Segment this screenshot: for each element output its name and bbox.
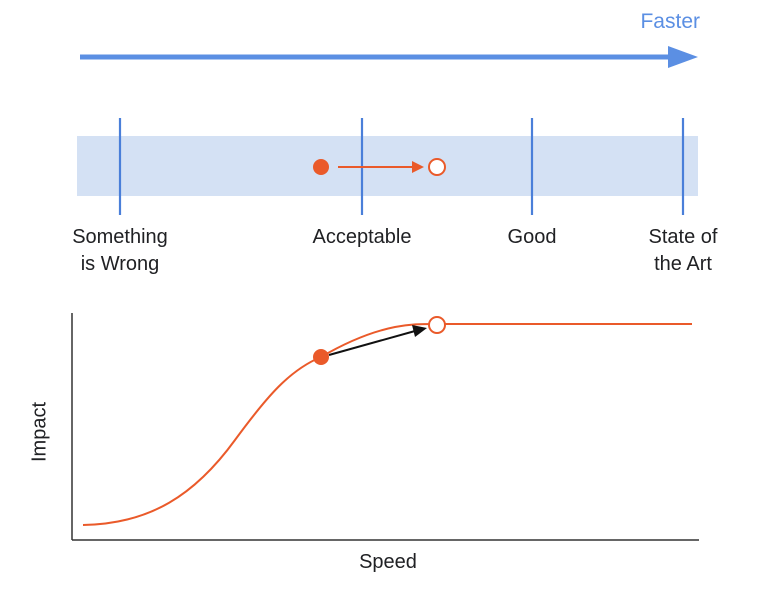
- faster-label: Faster: [640, 10, 700, 33]
- y-axis-label: Impact: [28, 401, 51, 463]
- faster-arrow: [80, 46, 698, 68]
- scale-current-point: [313, 159, 329, 175]
- curve-target-point: [428, 316, 446, 334]
- scale-improvement-arrow-head: [412, 161, 424, 173]
- marker-label-line: State of: [648, 226, 718, 248]
- marker-label-line: is Wrong: [80, 253, 160, 275]
- x-axis-label: Speed: [359, 551, 417, 573]
- scale-target-point: [428, 158, 446, 176]
- curve-improvement-arrow-shaft: [328, 330, 416, 356]
- marker-label-line: Acceptable: [312, 226, 412, 248]
- curve-current-point: [313, 349, 329, 365]
- faster-arrow-head: [668, 46, 698, 68]
- marker-label-good: Good: [482, 224, 582, 251]
- curve-improvement-arrow-head: [412, 325, 427, 337]
- marker-label-something-wrong: Something is Wrong: [60, 224, 180, 278]
- marker-label-line: Good: [507, 226, 557, 248]
- marker-label-acceptable: Acceptable: [292, 224, 432, 251]
- marker-label-state-of-art: State of the Art: [628, 224, 738, 278]
- impact-curve: [82, 323, 692, 526]
- marker-label-line: the Art: [654, 253, 712, 275]
- marker-label-line: Something: [72, 226, 168, 248]
